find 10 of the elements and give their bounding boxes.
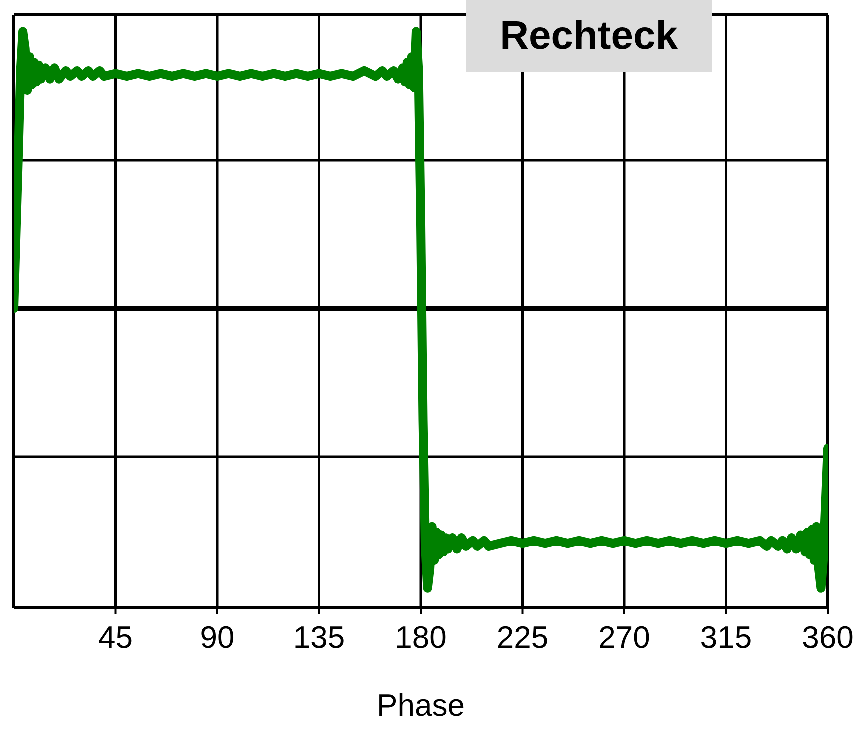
x-tick-label: 315 bbox=[700, 620, 752, 656]
x-axis-title: Phase bbox=[377, 688, 465, 723]
x-tick-label: 225 bbox=[496, 620, 549, 656]
x-tick-label: 90 bbox=[200, 620, 235, 656]
x-tick-label: 135 bbox=[293, 620, 346, 656]
x-tick-label: 180 bbox=[395, 620, 447, 656]
x-tick-label: 45 bbox=[98, 620, 133, 656]
x-tick-label: 360 bbox=[802, 620, 854, 656]
chart-title: Rechteck bbox=[466, 0, 712, 72]
x-tick-label: 270 bbox=[598, 620, 650, 656]
